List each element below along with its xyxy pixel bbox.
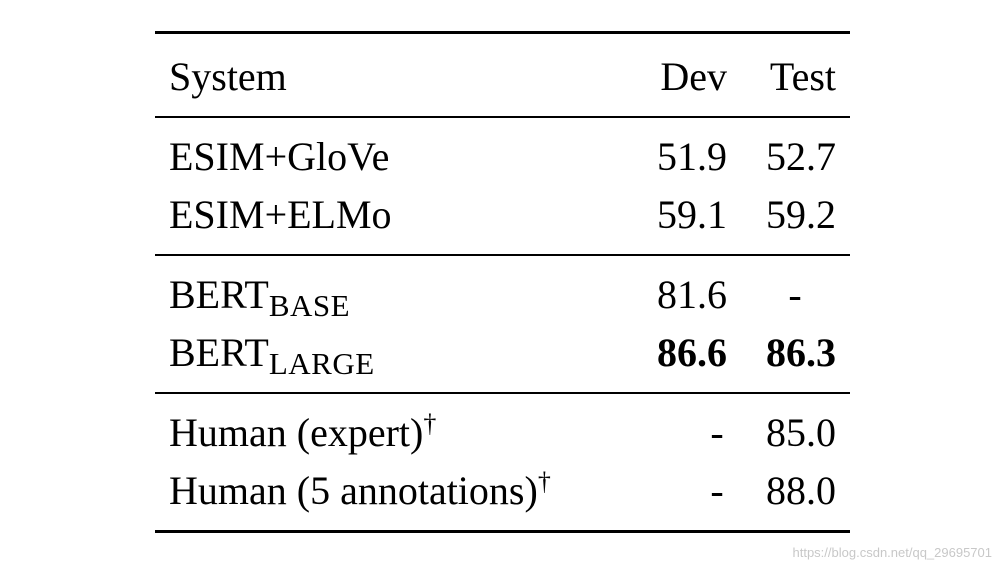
test-score: 59.2 xyxy=(766,192,836,237)
system-name: BERTLARGE xyxy=(169,324,375,385)
dev-score: 81.6 xyxy=(657,272,727,317)
results-table: System Dev Test ESIM+GloVe 51.9 52.7 ESI… xyxy=(155,31,850,533)
header-system: System xyxy=(169,54,287,99)
dagger-mark: † xyxy=(423,409,437,438)
table-row: ESIM+ELMo 59.1 59.2 xyxy=(155,186,850,244)
dev-score: - xyxy=(710,468,724,513)
table-row: Human (5 annotations)† - 88.0 xyxy=(155,462,850,520)
system-name-main: Human (expert) xyxy=(169,410,424,455)
header-row: System Dev Test xyxy=(155,48,850,106)
dev-score: - xyxy=(710,410,724,455)
system-name: ESIM+ELMo xyxy=(169,192,392,237)
header-dev: Dev xyxy=(660,54,727,99)
test-score-best: 86.3 xyxy=(766,330,836,375)
system-name-subscript: LARGE xyxy=(268,346,375,381)
test-score: 52.7 xyxy=(766,134,836,179)
dev-score-best: 86.6 xyxy=(657,330,727,375)
test-score: 88.0 xyxy=(766,468,836,513)
group-rule xyxy=(155,254,850,256)
system-name-main: Human (5 annotations) xyxy=(169,468,538,513)
table-row: BERTLARGE 86.6 86.3 xyxy=(155,324,850,382)
system-name-main: BERT xyxy=(169,330,269,375)
system-name-subscript: BASE xyxy=(268,288,351,323)
top-rule xyxy=(155,31,850,34)
watermark-text: https://blog.csdn.net/qq_29695701 xyxy=(792,545,993,560)
dev-score: 59.1 xyxy=(657,192,727,237)
header-test: Test xyxy=(769,54,836,99)
table-row: Human (expert)† - 85.0 xyxy=(155,404,850,462)
header-rule xyxy=(155,116,850,118)
bottom-rule xyxy=(155,530,850,533)
dagger-mark: † xyxy=(537,467,551,496)
system-name: Human (5 annotations)† xyxy=(169,462,551,525)
system-name: ESIM+GloVe xyxy=(169,134,390,179)
table-row: ESIM+GloVe 51.9 52.7 xyxy=(155,128,850,186)
system-name: BERTBASE xyxy=(169,266,350,327)
test-score: 85.0 xyxy=(766,410,836,455)
dev-score: 51.9 xyxy=(657,134,727,179)
test-score: - xyxy=(788,272,802,317)
system-name-main: BERT xyxy=(169,272,269,317)
table-row: BERTBASE 81.6 - xyxy=(155,266,850,324)
system-name: Human (expert)† xyxy=(169,404,436,467)
group-rule xyxy=(155,392,850,394)
